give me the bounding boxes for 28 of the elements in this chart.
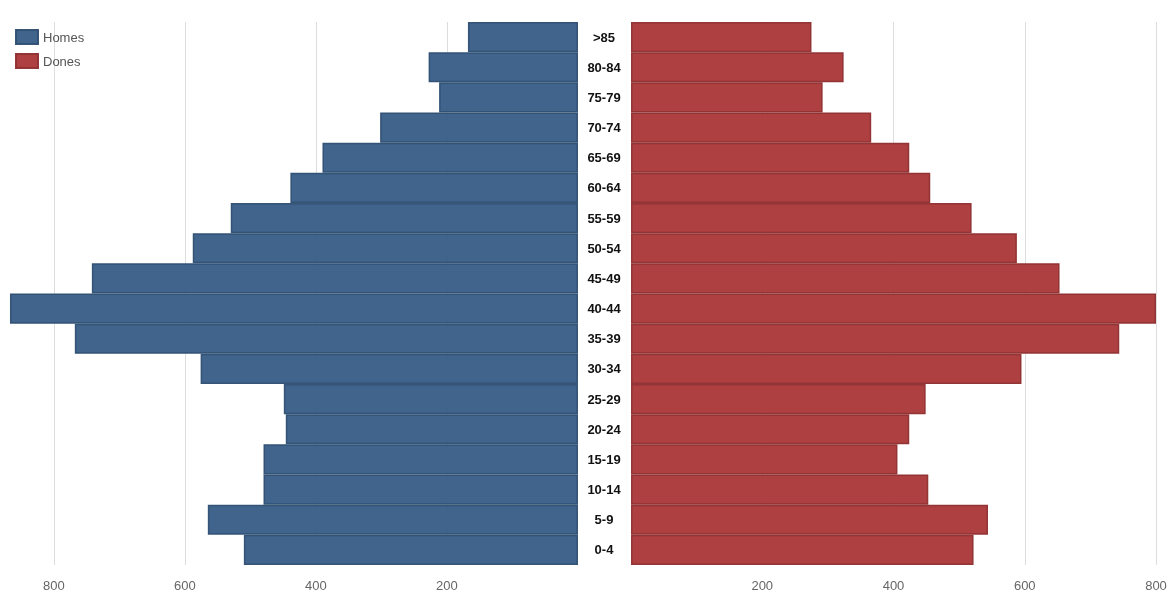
x-tick-label: 200 bbox=[751, 578, 774, 593]
y-tick-label: 55-59 bbox=[587, 210, 621, 226]
y-tick-label: 20-24 bbox=[587, 421, 622, 437]
legend-label: Dones bbox=[43, 53, 82, 69]
y-tick-label: 70-74 bbox=[587, 120, 622, 136]
y-tick-label: 75-79 bbox=[587, 89, 621, 105]
x-tick-label: 800 bbox=[43, 578, 65, 593]
y-tick-label: 15-19 bbox=[587, 451, 621, 467]
y-tick-label: 40-44 bbox=[587, 301, 622, 317]
y-tick-label: 10-14 bbox=[587, 482, 622, 498]
x-tick-label: 400 bbox=[305, 578, 327, 593]
x-tick-label: 600 bbox=[174, 578, 196, 593]
y-tick-label: 50-54 bbox=[587, 240, 622, 256]
x-tick-label: 400 bbox=[882, 578, 905, 593]
y-tick-label: 65-69 bbox=[587, 150, 621, 166]
x-tick-label: 200 bbox=[436, 578, 458, 593]
y-tick-label: 60-64 bbox=[587, 180, 622, 196]
legend-label: Homes bbox=[43, 29, 85, 45]
y-tick-label: 45-49 bbox=[587, 270, 621, 286]
y-tick-label: 5-9 bbox=[594, 512, 614, 528]
y-tick-label: 30-34 bbox=[587, 361, 622, 377]
y-tick-label: 25-29 bbox=[587, 391, 621, 407]
y-tick-label: 80-84 bbox=[587, 59, 622, 75]
y-tick-label: 35-39 bbox=[587, 331, 621, 347]
x-tick-label: 800 bbox=[1145, 578, 1167, 593]
y-tick-label: 0-4 bbox=[594, 542, 615, 558]
x-tick-label: 600 bbox=[1013, 578, 1036, 593]
y-tick-label: >85 bbox=[592, 29, 616, 45]
